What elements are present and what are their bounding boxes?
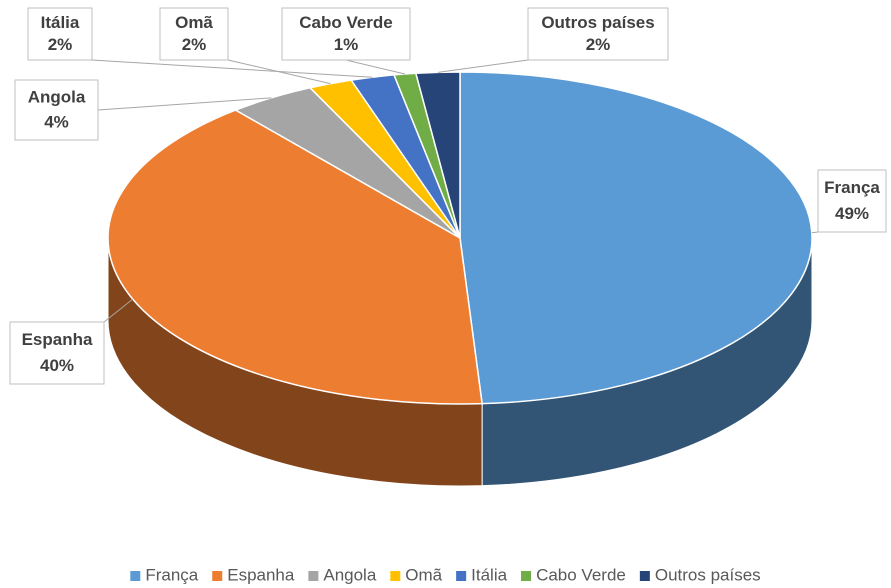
leader-line: [103, 298, 134, 323]
label-box: [817, 169, 887, 233]
label-category: Espanha: [22, 330, 93, 349]
label-box: [527, 7, 669, 61]
label-box: [14, 79, 99, 141]
label-value: 2%: [48, 35, 73, 54]
label-value: 2%: [182, 35, 207, 54]
slice: [107, 109, 483, 405]
legend-label: Espanha: [227, 565, 295, 584]
leader-line: [811, 231, 819, 234]
label-category: Cabo Verde: [299, 13, 393, 32]
legend-swatch: [130, 571, 141, 581]
label-box: [27, 7, 93, 61]
legend: França Espanha Angola Omã Itália Cabo Verde Ou…: [130, 565, 761, 584]
leader-line: [345, 59, 406, 75]
legend-label: Outros países: [655, 565, 761, 584]
label-box: [9, 321, 105, 385]
legend-label: Angola: [323, 565, 376, 584]
legend-label: Itália: [471, 565, 507, 584]
legend-label: Omã: [405, 565, 442, 584]
legend-swatch: [521, 571, 532, 581]
label-category: Angola: [28, 87, 86, 106]
legend-swatch: [308, 571, 319, 581]
label-category: Omã: [175, 13, 213, 32]
legend-swatch: [639, 571, 650, 581]
label-value: 40%: [40, 356, 74, 375]
label-category: Outros países: [541, 13, 654, 32]
label-category: Itália: [41, 13, 80, 32]
label-box: [159, 7, 229, 61]
label-value: 1%: [334, 35, 359, 54]
legend-swatch: [390, 571, 401, 581]
legend-label: França: [145, 565, 198, 584]
legend-swatch: [456, 571, 467, 581]
legend-label: Cabo Verde: [536, 565, 626, 584]
leader-line: [437, 59, 529, 73]
label-box: [281, 7, 411, 61]
label-value: 49%: [835, 204, 869, 223]
leader-line: [97, 97, 272, 111]
legend-swatch: [212, 571, 223, 581]
leader-line: [91, 59, 373, 78]
label-value: 4%: [44, 113, 69, 132]
label-value: 2%: [586, 35, 611, 54]
label-category: França: [824, 178, 880, 197]
slice: [459, 71, 813, 405]
